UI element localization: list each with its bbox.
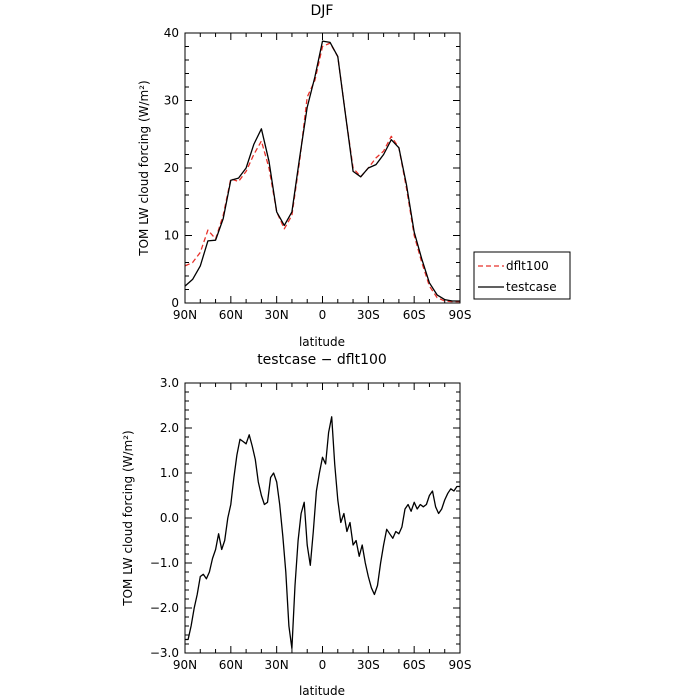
legend-label-testcase: testcase — [506, 280, 557, 294]
y-tick-label: 2.0 — [160, 421, 179, 435]
y-tick-label: 0 — [171, 296, 179, 310]
top-plot-frame — [184, 32, 461, 304]
series-line-panel1-series0 — [185, 416, 460, 650]
x-tick-label: 90S — [449, 308, 472, 322]
panel-bottom: testcase − dflt100 90N 60N 30N 0 30S 60S 90S −3… — [121, 352, 471, 698]
panel-top: DJF 90N 60N 30N 0 30S 60S 90S 0 10 20 30 40 latitud… — [137, 3, 471, 349]
top-y-axis-label: TOM LW cloud forcing (W/m²) — [137, 80, 151, 257]
y-tick-label: 30 — [164, 94, 179, 108]
y-tick-label: −3.0 — [150, 646, 179, 660]
bottom-chart-title: testcase − dflt100 — [257, 352, 387, 368]
y-tick-label: 20 — [164, 161, 179, 175]
x-tick-label: 30S — [357, 308, 380, 322]
bottom-y-axis-label: TOM LW cloud forcing (W/m²) — [121, 430, 135, 607]
x-tick-label: 90N — [173, 308, 197, 322]
y-tick-label: 1.0 — [160, 466, 179, 480]
y-tick-label: 40 — [164, 26, 179, 40]
x-tick-label: 60N — [219, 308, 243, 322]
x-tick-label: 30S — [357, 658, 380, 672]
x-tick-label: 90S — [449, 658, 472, 672]
bottom-x-axis-label: latitude — [299, 684, 345, 698]
top-chart-title: DJF — [311, 3, 334, 19]
x-tick-label: 90N — [173, 658, 197, 672]
legend: dflt100 testcase — [473, 251, 571, 300]
x-tick-label: 60N — [219, 658, 243, 672]
top-x-axis-label: latitude — [299, 335, 345, 349]
y-tick-label: 10 — [164, 229, 179, 243]
y-tick-label: −2.0 — [150, 601, 179, 615]
y-tick-label: −1.0 — [150, 556, 179, 570]
series-line-dflt100 — [184, 42, 460, 303]
x-tick-label: 30N — [265, 658, 289, 672]
series-line-testcase — [184, 40, 460, 302]
y-tick-label: 3.0 — [160, 376, 179, 390]
x-tick-label: 60S — [403, 308, 426, 322]
x-tick-label: 0 — [319, 308, 327, 322]
bottom-plot-frame — [184, 382, 461, 654]
x-tick-label: 0 — [319, 658, 327, 672]
legend-box — [473, 251, 571, 300]
y-tick-label: 0.0 — [160, 511, 179, 525]
legend-label-dflt100: dflt100 — [506, 259, 549, 273]
x-tick-label: 60S — [403, 658, 426, 672]
x-tick-label: 30N — [265, 308, 289, 322]
